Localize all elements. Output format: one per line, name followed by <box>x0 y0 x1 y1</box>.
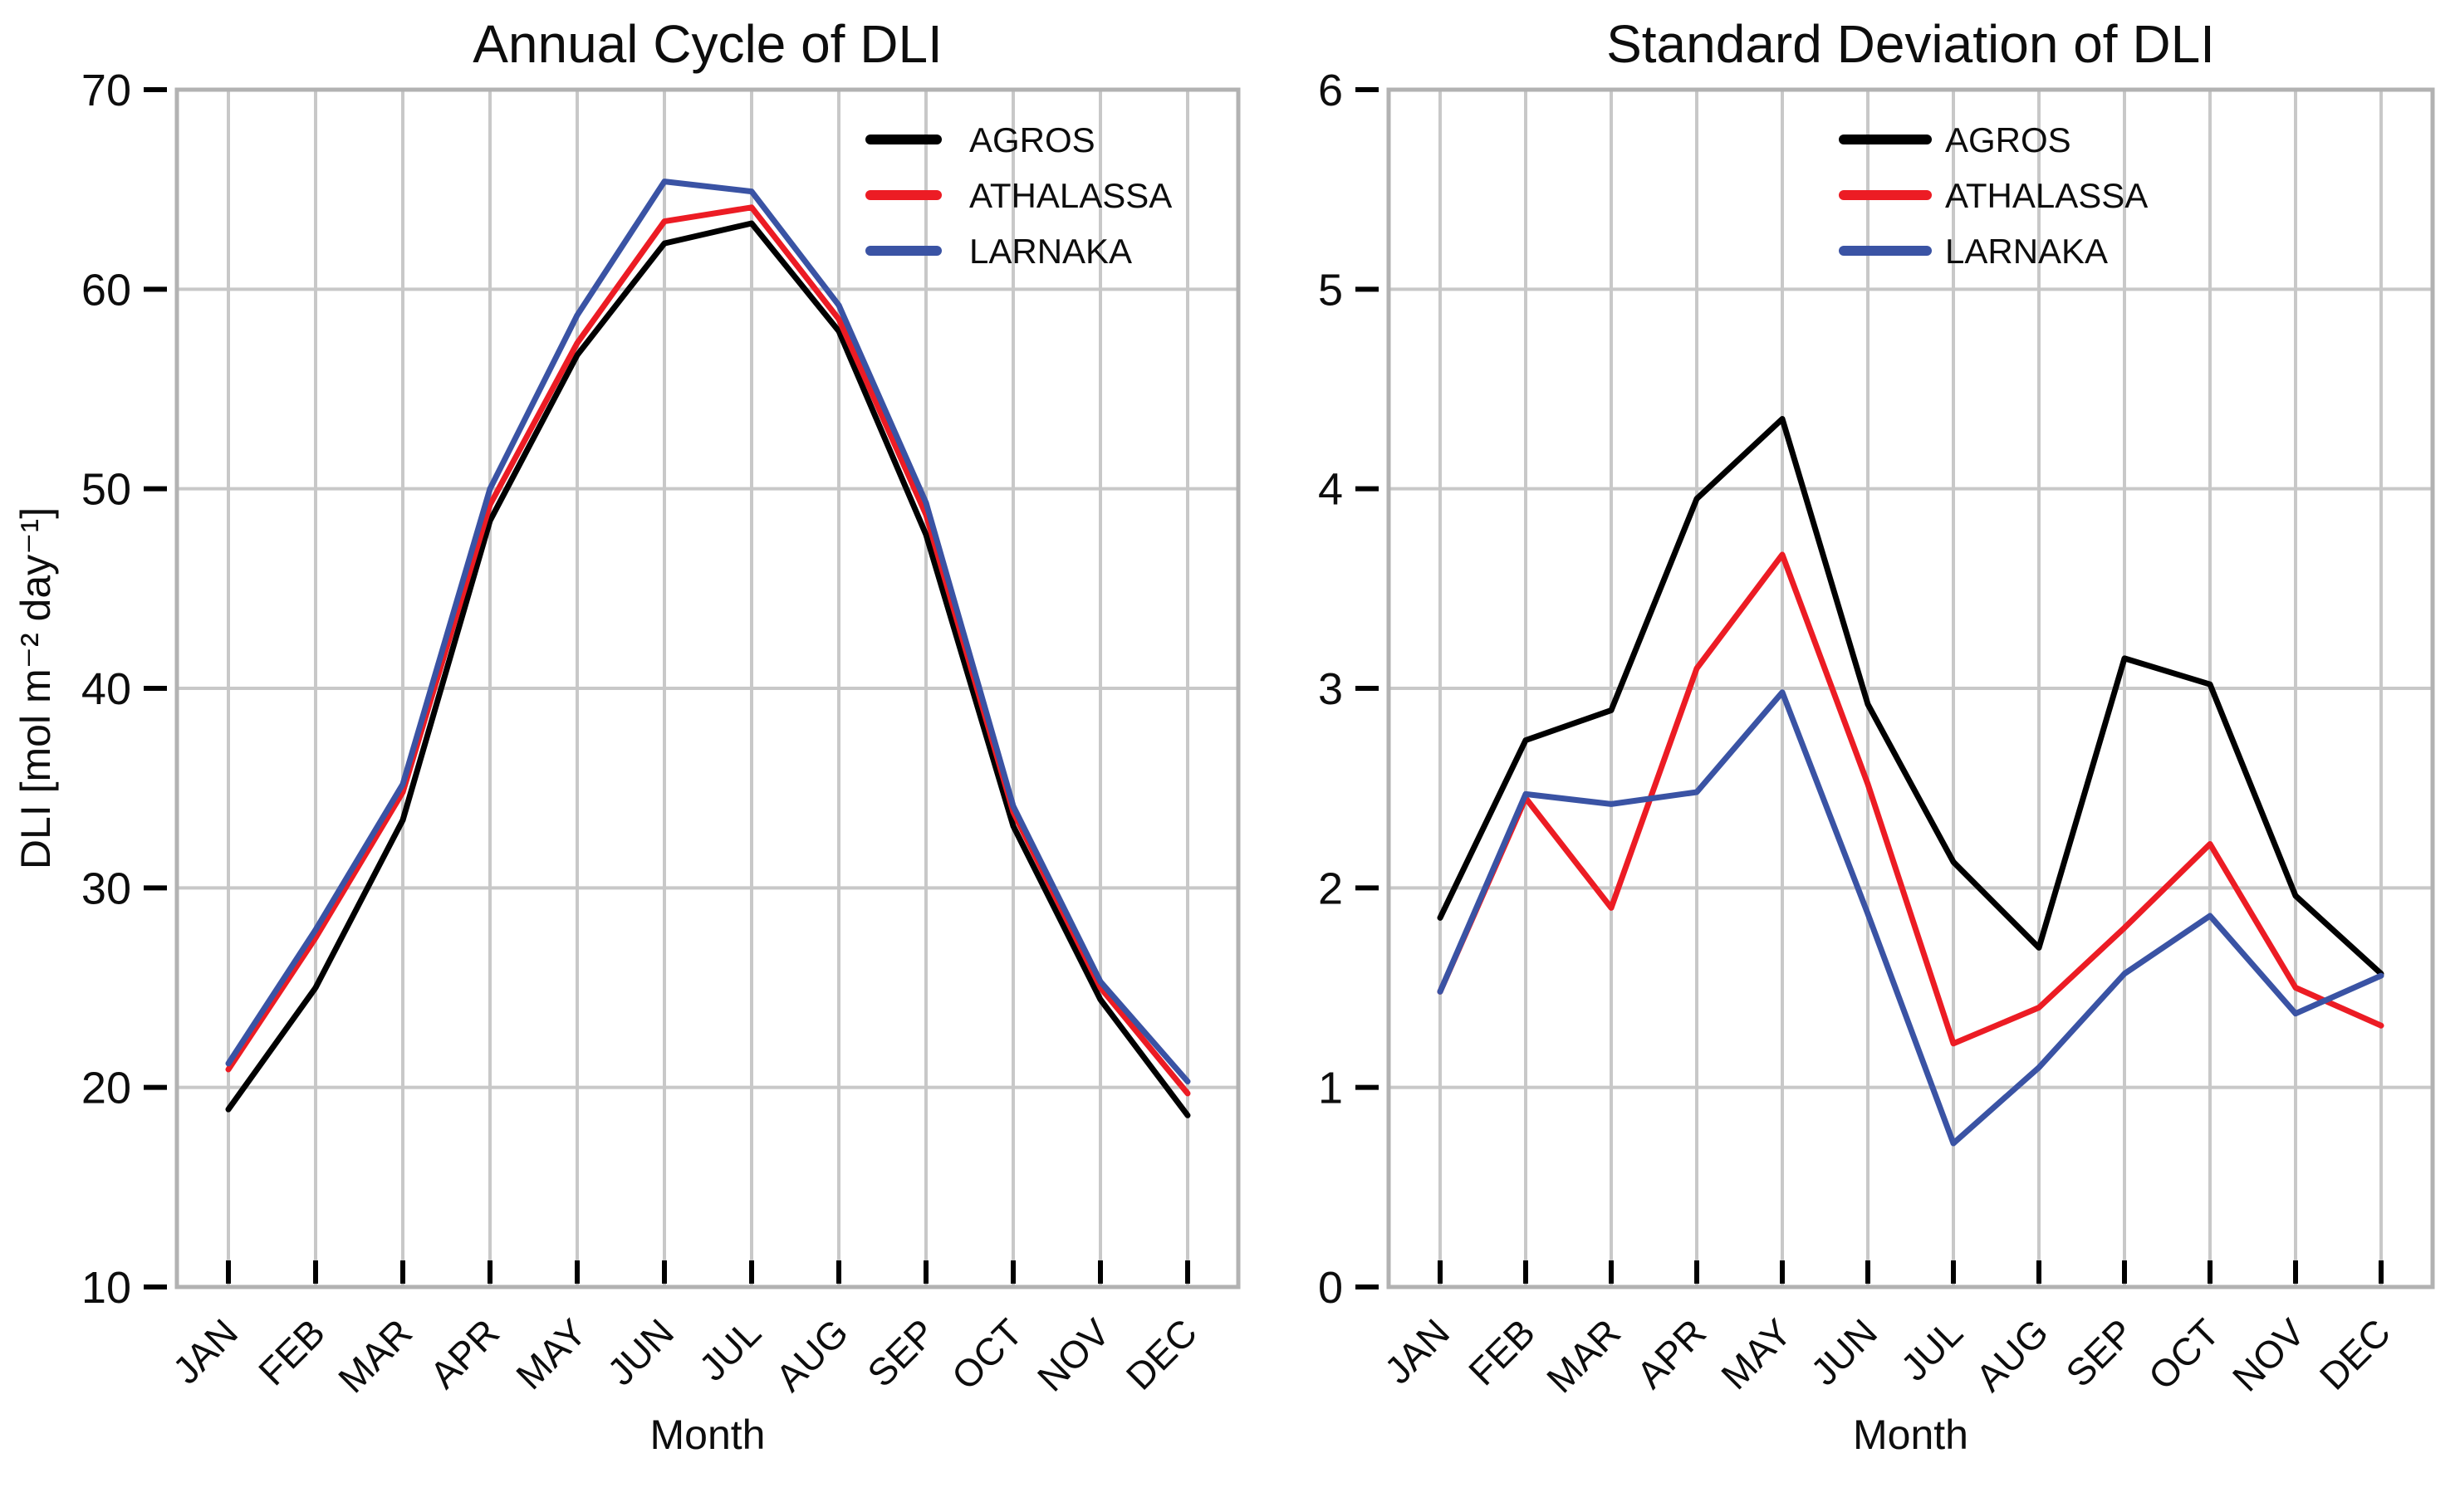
x-tick-label: OCT <box>943 1310 1031 1397</box>
legend-label-athalassa: ATHALASSA <box>969 176 1172 215</box>
legend-label-larnaka: LARNAKA <box>969 232 1132 271</box>
x-tick-label: DEC <box>2311 1310 2399 1397</box>
x-axis-label: Month <box>1853 1412 1968 1458</box>
y-tick-label: 1 <box>1318 1064 1343 1113</box>
axis-box <box>1386 87 2435 1289</box>
x-tick-label: DEC <box>1118 1310 1205 1397</box>
chart-title: Annual Cycle of DLI <box>473 14 943 74</box>
x-tick-label: AUG <box>1968 1310 2056 1399</box>
x-tick-label: FEB <box>250 1310 333 1393</box>
legend-label-larnaka: LARNAKA <box>1945 232 2108 271</box>
x-tick-label: JUL <box>690 1310 769 1389</box>
y-tick-label: 0 <box>1318 1263 1343 1313</box>
x-tick-label: NOV <box>2224 1310 2313 1399</box>
chart-std-deviation: 0 1 2 3 4 5 6 JAN FEB MAR APR MAY JUN JUL AUG SEP OCT NOV… <box>1304 0 2460 1512</box>
x-tick-label: APR <box>1628 1310 1714 1397</box>
series-line-larnaka <box>1437 689 2384 1147</box>
y-tick-label: 5 <box>1318 265 1343 315</box>
series-line-athalassa <box>1437 551 2384 1047</box>
x-tick-label: MAR <box>330 1310 420 1401</box>
x-tick-label: JUL <box>1892 1310 1971 1389</box>
series-line-agros <box>1437 416 2384 977</box>
x-tick-label: MAY <box>507 1310 595 1397</box>
legend-label-athalassa: ATHALASSA <box>1945 176 2148 215</box>
x-tick-label: MAY <box>1713 1310 1800 1397</box>
y-tick-label: 3 <box>1318 664 1343 714</box>
series-line-athalassa <box>225 204 1191 1097</box>
y-tick-label: 70 <box>81 66 131 115</box>
y-tick-label: 4 <box>1318 465 1343 515</box>
y-tick-label: 50 <box>81 465 131 515</box>
legend-label-agros: AGROS <box>969 120 1095 159</box>
series-line-agros <box>225 220 1191 1118</box>
x-tick-label: AUG <box>767 1310 856 1399</box>
x-tick-label: JUN <box>1802 1310 1885 1393</box>
y-axis-label: DLI [mol m⁻² day⁻¹] <box>12 507 59 869</box>
y-tick-label: 2 <box>1318 864 1343 913</box>
x-tick-label: SEP <box>2057 1310 2142 1395</box>
x-tick-label: JUN <box>599 1310 682 1393</box>
x-tick-label: OCT <box>2140 1310 2227 1397</box>
y-tick-label: 30 <box>81 864 131 913</box>
x-tick-label: FEB <box>1460 1310 1543 1393</box>
axis-box <box>174 87 1241 1289</box>
y-tick-label: 40 <box>81 664 131 714</box>
y-tick-label: 20 <box>81 1064 131 1113</box>
chart-annual-cycle: 10 20 30 40 50 60 70 JAN FEB MAR APR MAY JUN JUL AUG SE… <box>12 14 1241 1458</box>
x-tick-label: JAN <box>1376 1310 1458 1392</box>
y-tick-label: 60 <box>81 265 131 315</box>
x-axis-label: Month <box>650 1412 766 1458</box>
y-tick-label: 10 <box>81 1263 131 1313</box>
x-tick-label: NOV <box>1029 1310 1118 1399</box>
x-tick-label: SEP <box>859 1310 943 1395</box>
x-tick-label: MAR <box>1538 1310 1629 1401</box>
chart-title: Standard Deviation of DLI <box>1606 14 2215 74</box>
y-tick-label: 6 <box>1318 66 1343 115</box>
x-tick-label: APR <box>421 1310 507 1397</box>
series-line-larnaka <box>225 179 1191 1084</box>
legend-label-agros: AGROS <box>1945 120 2071 159</box>
x-tick-label: JAN <box>164 1310 246 1392</box>
